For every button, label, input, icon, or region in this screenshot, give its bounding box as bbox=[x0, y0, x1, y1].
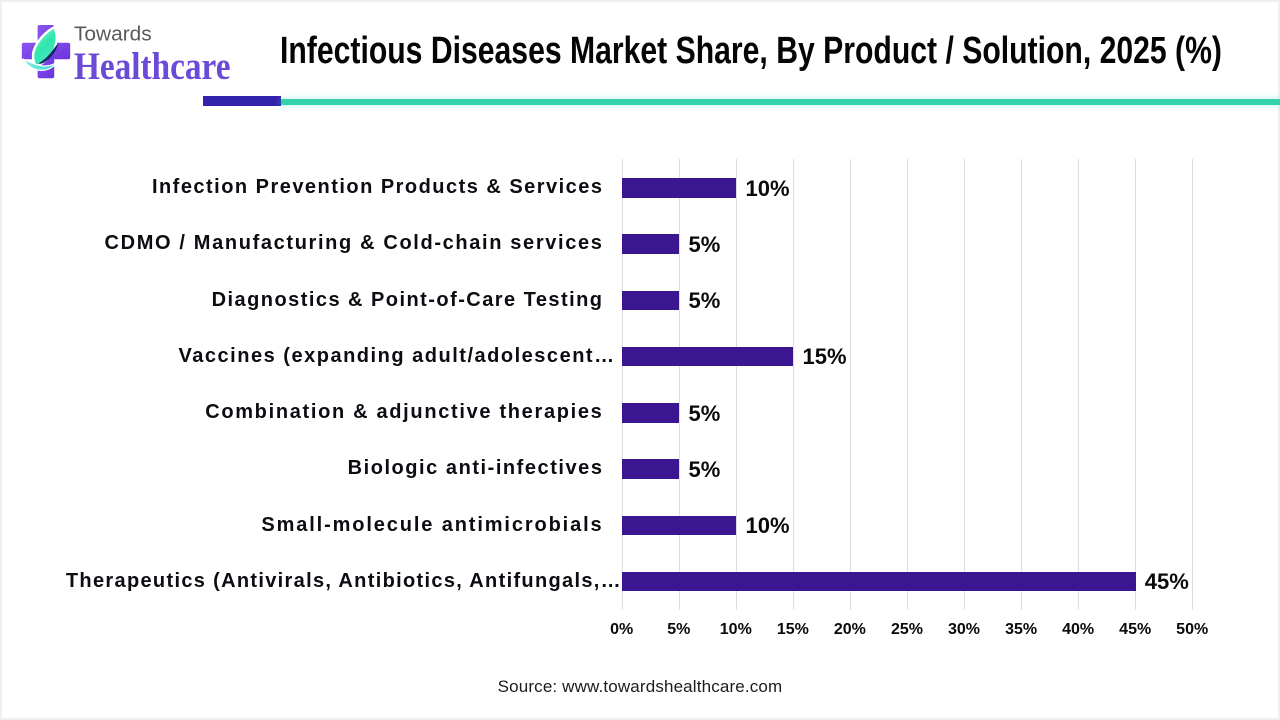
svg-text:Towards: Towards bbox=[74, 23, 152, 45]
svg-text:Healthcare: Healthcare bbox=[74, 44, 231, 88]
